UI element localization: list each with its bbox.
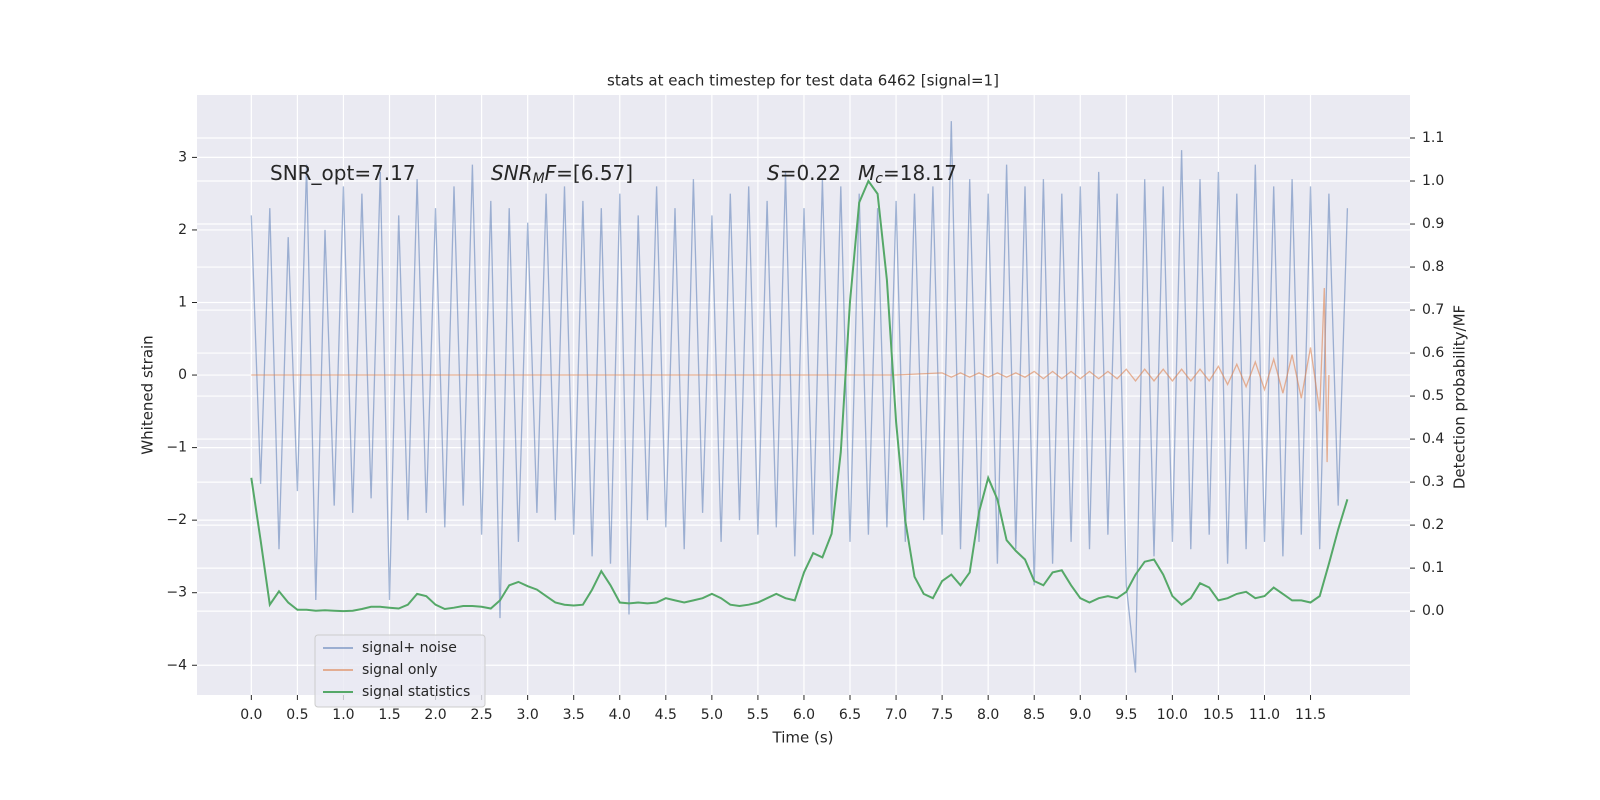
x-tick-label: 5.0 <box>701 707 723 723</box>
x-tick-label: 9.0 <box>1069 707 1091 723</box>
y2-tick-label: 0.7 <box>1422 302 1444 318</box>
annotation: SNR_opt=7.17 <box>270 161 416 185</box>
y2-tick-label: 0.0 <box>1422 603 1444 619</box>
annotation-part: M <box>533 171 545 187</box>
y2-tick-label: 0.9 <box>1422 216 1444 232</box>
series-line <box>250 121 1349 673</box>
y-tick-label: −3 <box>166 585 187 601</box>
x-tick-label: 4.0 <box>609 707 631 723</box>
y2-tick-label: 0.8 <box>1422 259 1444 275</box>
annotation: S=0.22 <box>767 161 841 185</box>
x-tick-label: 8.0 <box>977 707 999 723</box>
x-tick-label: 6.5 <box>839 707 861 723</box>
x-tick-label: 0.0 <box>240 707 262 723</box>
annotation-part: SNR <box>491 161 533 185</box>
x-tick-label: 2.5 <box>470 707 492 723</box>
annotation-part: M <box>858 161 875 185</box>
x-tick-label: 3.0 <box>517 707 539 723</box>
y-axis-label: Whitened strain <box>139 335 157 454</box>
y2-tick-label: 0.1 <box>1422 560 1444 576</box>
chart-title: stats at each timestep for test data 646… <box>607 72 999 90</box>
annotation: SNRMF=[6.57] <box>491 161 633 188</box>
legend-label: signal statistics <box>362 684 470 700</box>
x-tick-label: 1.5 <box>378 707 400 723</box>
y2-tick-label: 1.0 <box>1422 173 1444 189</box>
legend-label: signal only <box>362 662 437 678</box>
marks <box>250 121 1349 673</box>
x-tick-label: 1.0 <box>332 707 354 723</box>
x-tick-label: 6.0 <box>793 707 815 723</box>
x-tick-label: 5.5 <box>747 707 769 723</box>
y2-tick-label: 0.6 <box>1422 345 1444 361</box>
x-tick-label: 10.0 <box>1157 707 1188 723</box>
y-tick-label: 1 <box>178 294 187 310</box>
x-tick-label: 10.5 <box>1203 707 1234 723</box>
y2-tick-label: 0.5 <box>1422 388 1444 404</box>
x-tick-label: 4.5 <box>655 707 677 723</box>
x-tick-label: 9.5 <box>1115 707 1137 723</box>
legend-box <box>314 634 486 708</box>
series-line <box>251 287 1330 463</box>
annotation-part: =0.22 <box>780 161 841 185</box>
y-tick-label: 0 <box>178 367 187 383</box>
annotation-part: SNR_opt=7.17 <box>270 161 416 185</box>
x-tick-label: 7.0 <box>885 707 907 723</box>
annotation-part: =[6.57] <box>556 161 633 185</box>
annotation-part: c <box>875 171 883 187</box>
annotation: Mc=18.17 <box>858 161 957 188</box>
x-tick-label: 0.5 <box>286 707 308 723</box>
x-tick-label: 3.5 <box>563 707 585 723</box>
y2-axis-label: Detection probability/MF <box>1451 305 1469 489</box>
legend-label: signal+ noise <box>362 640 457 656</box>
y-tick-label: 3 <box>178 149 187 165</box>
x-tick-label: 11.5 <box>1295 707 1326 723</box>
x-axis-label: Time (s) <box>772 729 834 747</box>
x-tick-label: 2.0 <box>424 707 446 723</box>
y2-tick-label: 1.1 <box>1422 130 1444 146</box>
y-tick-label: −2 <box>166 512 187 528</box>
y2-tick-label: 0.2 <box>1422 517 1444 533</box>
annotation-part: F <box>545 161 557 185</box>
y2-tick-label: 0.4 <box>1422 431 1444 447</box>
x-tick-label: 11.0 <box>1249 707 1280 723</box>
x-tick-label: 7.5 <box>931 707 953 723</box>
series-line <box>250 178 1349 613</box>
x-tick-label: 8.5 <box>1023 707 1045 723</box>
annotation-part: =18.17 <box>883 161 957 185</box>
y2-tick-label: 0.3 <box>1422 474 1444 490</box>
annotation-part: S <box>767 161 780 185</box>
y-tick-label: −1 <box>166 440 187 456</box>
y-tick-label: 2 <box>178 222 187 238</box>
y-tick-label: −4 <box>166 657 187 673</box>
